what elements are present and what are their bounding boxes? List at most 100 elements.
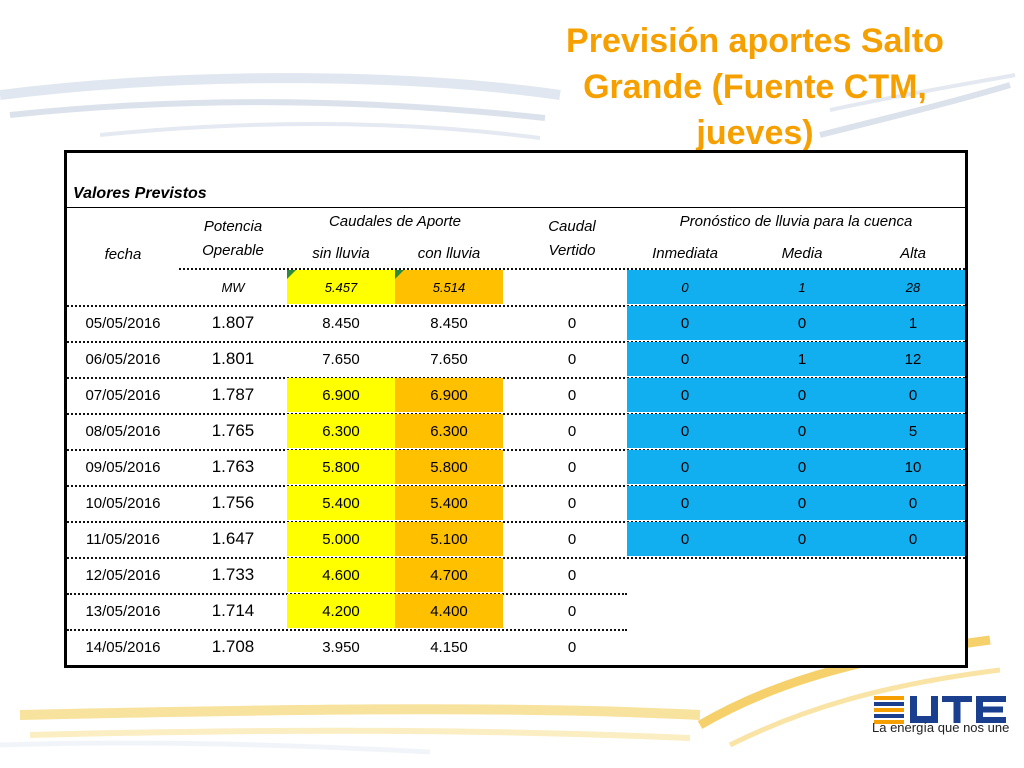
- cell-caudal-vertido: 0: [567, 530, 577, 548]
- row-divider: [67, 629, 627, 631]
- cell-sin-lluvia: 4.600: [287, 558, 395, 592]
- cell-inmediata: 0: [627, 486, 743, 520]
- cell-con-lluvia: 5.800: [395, 450, 503, 484]
- cell-media: 0: [743, 450, 861, 484]
- cell-fecha: 08/05/2016: [85, 422, 161, 440]
- cell-potencia: 1.763: [211, 457, 255, 476]
- cell-con-lluvia: 4.150: [430, 638, 468, 656]
- cell-sin-lluvia: 5.400: [287, 486, 395, 520]
- cell-media: 0: [743, 378, 861, 412]
- header-inmediata: Inmediata: [652, 244, 718, 262]
- cell-caudal-vertido: 0: [567, 314, 577, 332]
- cell-inmediata: 0: [627, 522, 743, 556]
- comment-marker-icon: [395, 270, 404, 279]
- cell-fecha: 14/05/2016: [85, 638, 161, 656]
- cell-fecha: 06/05/2016: [85, 350, 161, 368]
- cell-con-lluvia: 5.400: [395, 486, 503, 520]
- cell-media: 0: [743, 486, 861, 520]
- header-pronostico-group: Pronóstico de lluvia para la cuenca: [679, 212, 913, 230]
- section-divider: [67, 207, 965, 208]
- cell-alta: 5: [861, 414, 965, 448]
- page-title: Previsión aportes Salto Grande (Fuente C…: [530, 18, 980, 156]
- cell-alta: 0: [861, 378, 965, 412]
- cell-caudal-vertido: 0: [567, 422, 577, 440]
- cell-caudal-vertido: 0: [567, 350, 577, 368]
- header-caudal-line1: Caudal: [548, 217, 596, 235]
- header-potencia-line2: Operable: [202, 241, 264, 259]
- header-fecha: fecha: [104, 245, 142, 263]
- summary-media: 1: [743, 270, 861, 304]
- cell-alta: 1: [861, 306, 965, 340]
- cell-fecha: 05/05/2016: [85, 314, 161, 332]
- cell-fecha: 12/05/2016: [85, 566, 161, 584]
- cell-caudal-vertido: 0: [567, 386, 577, 404]
- row-divider: [67, 449, 965, 451]
- cell-caudal-vertido: 0: [567, 494, 577, 512]
- cell-alta: 10: [861, 450, 965, 484]
- summary-con-lluvia: 5.514: [395, 270, 503, 304]
- cell-inmediata: 0: [627, 414, 743, 448]
- cell-media: 1: [743, 342, 861, 376]
- comment-marker-icon: [287, 270, 296, 279]
- cell-caudal-vertido: 0: [567, 566, 577, 584]
- cell-potencia: 1.708: [211, 637, 255, 656]
- cell-potencia: 1.733: [211, 565, 255, 584]
- ute-letters: [910, 696, 1006, 723]
- cell-media: 0: [743, 414, 861, 448]
- title-line-2: Grande (Fuente CTM,: [583, 68, 927, 106]
- cell-sin-lluvia: 3.950: [322, 638, 360, 656]
- cell-sin-lluvia: 4.200: [287, 594, 395, 628]
- cell-sin-lluvia: 6.300: [287, 414, 395, 448]
- row-divider: [67, 413, 965, 415]
- cell-con-lluvia: 8.450: [430, 314, 468, 332]
- forecast-table: Valores Previstos fecha Potencia Operabl…: [64, 150, 968, 668]
- cell-caudal-vertido: 0: [567, 602, 577, 620]
- summary-alta: 28: [861, 270, 965, 304]
- cell-fecha: 10/05/2016: [85, 494, 161, 512]
- header-caudales-group: Caudales de Aporte: [328, 212, 462, 230]
- row-divider: [67, 377, 965, 379]
- row-divider: [67, 341, 965, 343]
- cell-media: 0: [743, 522, 861, 556]
- section-title: Valores Previstos: [73, 185, 207, 202]
- summary-inmediata: 0: [627, 270, 743, 304]
- header-sin-lluvia: sin lluvia: [312, 244, 370, 262]
- cell-fecha: 11/05/2016: [86, 530, 160, 548]
- slogan: La energía que nos une: [872, 720, 1010, 735]
- cell-con-lluvia: 6.300: [395, 414, 503, 448]
- cell-sin-lluvia: 7.650: [322, 350, 360, 368]
- ute-logo: [874, 696, 1006, 724]
- row-divider: [67, 557, 965, 559]
- cell-sin-lluvia: 5.800: [287, 450, 395, 484]
- cell-con-lluvia: 6.900: [395, 378, 503, 412]
- cell-potencia: 1.714: [211, 601, 255, 620]
- header-divider: [179, 268, 965, 270]
- cell-media: 0: [743, 306, 861, 340]
- cell-inmediata: 0: [627, 378, 743, 412]
- row-divider: [67, 521, 965, 523]
- row-divider: [67, 485, 965, 487]
- cell-con-lluvia: 4.700: [395, 558, 503, 592]
- summary-unit: MW: [221, 279, 245, 295]
- header-alta: Alta: [900, 244, 926, 262]
- ute-stripes-icon: [874, 696, 904, 724]
- cell-caudal-vertido: 0: [567, 638, 577, 656]
- cell-fecha: 13/05/2016: [85, 602, 161, 620]
- cell-potencia: 1.647: [211, 529, 255, 548]
- cell-sin-lluvia: 5.000: [287, 522, 395, 556]
- cell-con-lluvia: 4.400: [395, 594, 503, 628]
- header-con-lluvia: con lluvia: [417, 244, 481, 262]
- cell-fecha: 07/05/2016: [85, 386, 161, 404]
- row-divider: [67, 305, 965, 307]
- cell-fecha: 09/05/2016: [85, 458, 161, 476]
- cell-inmediata: 0: [627, 342, 743, 376]
- cell-con-lluvia: 7.650: [430, 350, 468, 368]
- cell-potencia: 1.765: [211, 421, 255, 440]
- cell-sin-lluvia: 6.900: [287, 378, 395, 412]
- cell-potencia: 1.807: [211, 313, 255, 332]
- cell-alta: 12: [861, 342, 965, 376]
- cell-sin-lluvia: 8.450: [322, 314, 360, 332]
- summary-sin-lluvia: 5.457: [287, 270, 395, 304]
- cell-potencia: 1.787: [211, 385, 255, 404]
